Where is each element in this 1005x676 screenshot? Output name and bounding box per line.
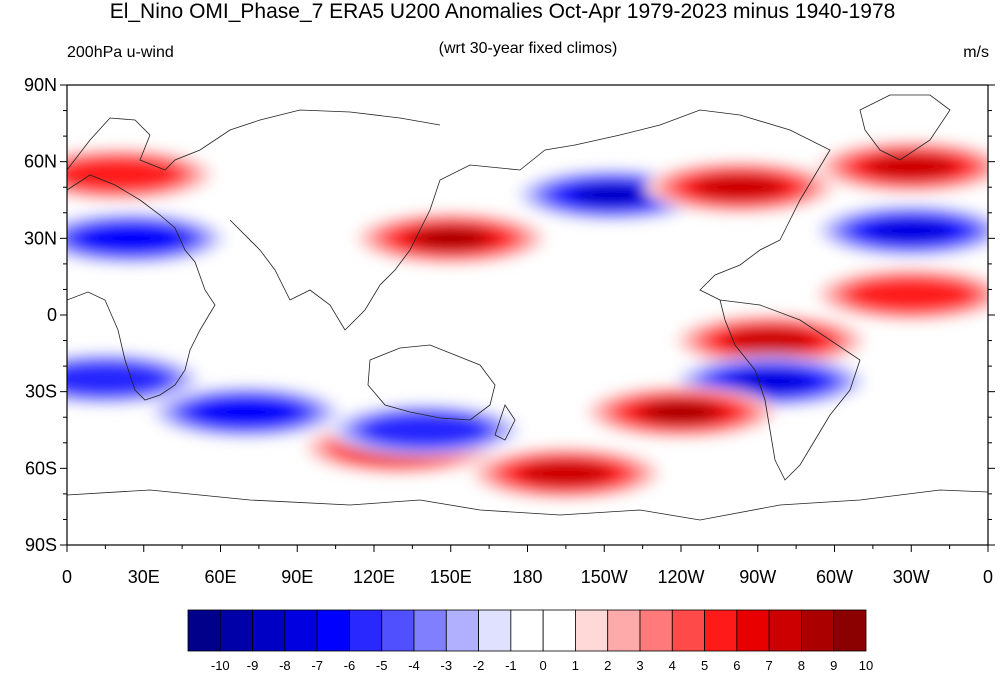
chart-title: El_Nino OMI_Phase_7 ERA5 U200 Anomalies … — [109, 0, 896, 23]
lon-label: 0 — [983, 567, 993, 587]
colorbar-swatch — [575, 609, 609, 652]
colorbar-label: -2 — [473, 658, 485, 673]
colorbar-label: 5 — [701, 658, 708, 673]
lon-label: 0 — [62, 567, 72, 587]
colorbar-swatch — [445, 609, 479, 652]
anomaly-contour — [852, 278, 971, 311]
lat-axis-labels: 90N 60N 30N 0 30S 60S 90S — [24, 75, 57, 555]
lat-label: 30S — [25, 382, 57, 402]
axis-ticks — [60, 84, 995, 552]
anomaly-contour — [67, 158, 178, 191]
colorbar-swatch — [542, 609, 576, 652]
anomaly-contour — [80, 224, 181, 253]
lat-label: 90N — [24, 75, 57, 95]
anomaly-contour — [698, 175, 781, 199]
colorbar-swatch — [510, 609, 544, 652]
colorbar-swatch — [736, 609, 770, 652]
colorbar-swatch — [639, 609, 673, 652]
anomaly-contour — [729, 369, 812, 394]
colorbar-label: -4 — [408, 658, 420, 673]
colorbar-label: 0 — [540, 658, 547, 673]
colorbar-label: 3 — [636, 658, 643, 673]
coastline-new-zealand — [494, 404, 516, 441]
colorbar-swatch — [219, 609, 253, 652]
anomaly-contour — [579, 185, 644, 205]
lon-label: 150W — [581, 567, 628, 587]
lat-label: 0 — [47, 305, 57, 325]
colorbar-swatch — [768, 609, 802, 652]
lon-label: 60W — [816, 567, 853, 587]
anomaly-field — [67, 85, 988, 545]
colorbar-label: -1 — [505, 658, 517, 673]
anomaly-contour — [524, 461, 607, 486]
lon-axis-labels: 0 30E 60E 90E 120E 150E 180 150W 120W 90W 60W 30W 0 — [62, 567, 993, 587]
anomaly-contour — [870, 155, 953, 179]
colorbar-swatch — [316, 609, 350, 652]
anomaly-contour — [870, 219, 953, 243]
colorbar-label: 4 — [669, 658, 676, 673]
colorbar-swatch — [478, 609, 512, 652]
colorbar-swatch — [833, 609, 867, 652]
lon-label: 120E — [353, 567, 395, 587]
anomaly-contour — [67, 362, 165, 396]
colorbar-label: -7 — [311, 658, 323, 673]
colorbar-label: -9 — [247, 658, 259, 673]
coastline-asia — [229, 144, 576, 331]
coastlines — [67, 94, 988, 521]
colorbar-label: 1 — [572, 658, 579, 673]
anomaly-contour — [196, 398, 297, 427]
lon-label: 60E — [204, 567, 236, 587]
colorbar-label: -3 — [441, 658, 453, 673]
lon-label: 120W — [657, 567, 704, 587]
coastline-australia — [367, 344, 496, 421]
lon-label: 180 — [512, 567, 542, 587]
colorbar: -10 -9 -8 -7 -6 -5 -4 -3 -2 -1 0 1 2 3 4 5 6 7 8 9 10 — [187, 609, 873, 673]
colorbar-label: 10 — [859, 658, 873, 673]
anomaly-contour — [729, 328, 812, 353]
anomaly-contour — [649, 402, 713, 422]
coastline-north-america — [574, 109, 831, 301]
colorbar-swatch — [381, 609, 415, 652]
lat-label: 60N — [24, 152, 57, 172]
colorbar-label: 7 — [766, 658, 773, 673]
coastline-antarctica — [67, 489, 988, 521]
colorbar-label: -5 — [376, 658, 388, 673]
subtitle: (wrt 30-year fixed climos) — [438, 40, 618, 57]
colorbar-label: 2 — [604, 658, 611, 673]
colorbar-label: -10 — [211, 658, 230, 673]
anomaly-contour — [418, 229, 483, 248]
lon-label: 150E — [430, 567, 472, 587]
coastline-europe — [67, 109, 441, 171]
colorbar-label: -6 — [344, 658, 356, 673]
colorbar-swatch — [704, 609, 738, 652]
colorbar-swatch — [671, 609, 705, 652]
colorbar-swatch — [607, 609, 641, 652]
colorbar-swatch — [187, 609, 221, 652]
colorbar-label: 8 — [798, 658, 805, 673]
lon-label: 30E — [128, 567, 160, 587]
colorbar-label: 9 — [830, 658, 837, 673]
lat-label: 60S — [25, 458, 57, 478]
variable-label: 200hPa u-wind — [67, 44, 174, 61]
lon-label: 90E — [281, 567, 313, 587]
lat-label: 30N — [24, 228, 57, 248]
lon-label: 30W — [893, 567, 930, 587]
coastline-south-america — [719, 299, 861, 481]
anomaly-contour — [366, 413, 485, 447]
lon-label: 90W — [739, 567, 776, 587]
colorbar-label: -8 — [279, 658, 291, 673]
units-label: m/s — [963, 44, 989, 61]
colorbar-swatch — [801, 609, 835, 652]
coastline-greenland — [859, 94, 951, 161]
lat-label: 90S — [25, 535, 57, 555]
colorbar-swatch — [413, 609, 447, 652]
coastline-africa — [67, 174, 216, 401]
colorbar-label: 6 — [733, 658, 740, 673]
colorbar-swatch — [284, 609, 318, 652]
colorbar-swatch — [349, 609, 383, 652]
colorbar-swatch — [252, 609, 286, 652]
